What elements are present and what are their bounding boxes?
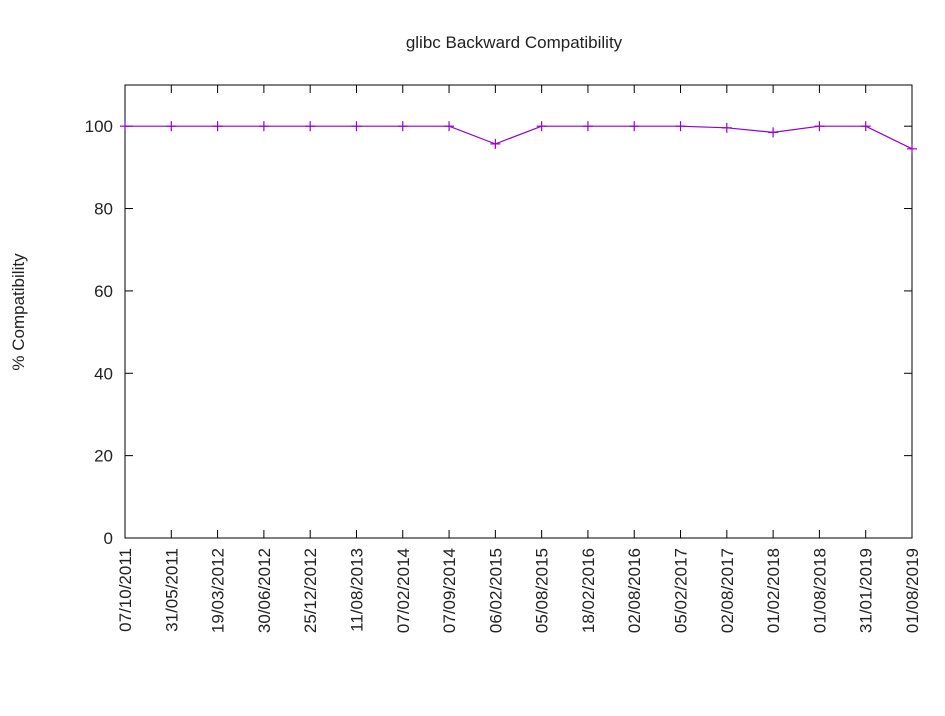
y-tick-label: 60 bbox=[94, 282, 113, 301]
x-tick-label: 01/02/2018 bbox=[764, 548, 783, 633]
x-tick-label: 02/08/2016 bbox=[625, 548, 644, 633]
y-tick-label: 80 bbox=[94, 200, 113, 219]
data-point bbox=[490, 138, 501, 149]
x-tick-label: 01/08/2018 bbox=[810, 548, 829, 633]
x-tick-label: 18/02/2016 bbox=[579, 548, 598, 633]
y-tick-label: 20 bbox=[94, 447, 113, 466]
x-tick-label: 06/02/2015 bbox=[486, 548, 505, 633]
data-point bbox=[721, 122, 732, 133]
x-tick-label: 07/02/2014 bbox=[394, 548, 413, 633]
x-tick-label: 07/10/2011 bbox=[116, 548, 135, 632]
y-tick-label: 40 bbox=[94, 364, 113, 383]
x-tick-label: 07/09/2014 bbox=[440, 548, 459, 633]
plot-frame bbox=[124, 84, 913, 539]
x-tick-label: 31/01/2019 bbox=[857, 548, 876, 633]
chart-title: glibc Backward Compatibility bbox=[406, 33, 623, 52]
data-point bbox=[582, 121, 593, 132]
x-tick-label: 19/03/2012 bbox=[209, 548, 228, 633]
data-point bbox=[258, 121, 269, 132]
data-point bbox=[212, 121, 223, 132]
x-tick-label: 01/08/2019 bbox=[903, 548, 922, 633]
data-point bbox=[629, 121, 640, 132]
data-point bbox=[536, 121, 547, 132]
x-tick-label: 30/06/2012 bbox=[255, 548, 274, 633]
series-line bbox=[125, 125, 913, 150]
x-tick-label: 25/12/2012 bbox=[301, 548, 320, 633]
y-tick-label: 0 bbox=[104, 529, 113, 548]
x-tick-label: 05/02/2017 bbox=[672, 548, 691, 633]
x-tick-label: 11/08/2013 bbox=[347, 548, 366, 632]
y-axis-label: % Compatibility bbox=[9, 253, 28, 371]
data-point bbox=[351, 121, 362, 132]
data-point bbox=[444, 121, 455, 132]
data-point bbox=[768, 127, 779, 138]
x-tick-label: 05/08/2015 bbox=[533, 548, 552, 633]
data-point bbox=[860, 121, 871, 132]
data-point bbox=[814, 121, 825, 132]
data-point bbox=[675, 121, 686, 132]
x-tick-label: 31/05/2011 bbox=[162, 548, 181, 632]
y-tick-label: 100 bbox=[85, 117, 113, 136]
data-point bbox=[166, 121, 177, 132]
x-tick-label: 02/08/2017 bbox=[718, 548, 737, 633]
data-point bbox=[120, 121, 130, 132]
data-point bbox=[397, 121, 408, 132]
data-point bbox=[907, 143, 917, 154]
data-point bbox=[305, 121, 316, 132]
